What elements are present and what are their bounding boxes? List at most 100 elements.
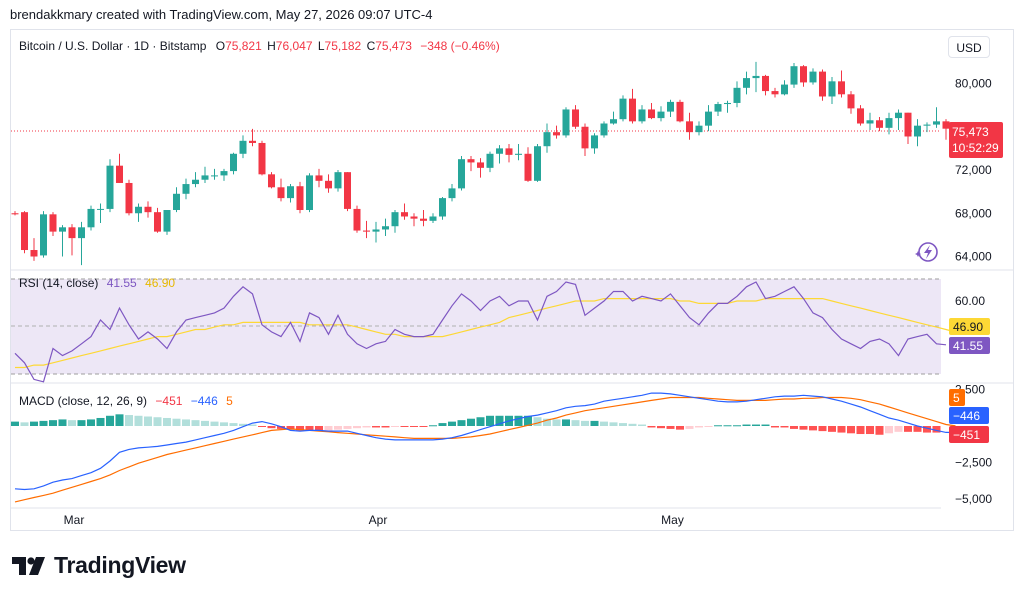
candle-body (239, 140, 247, 154)
candle-body (201, 175, 209, 180)
candle-body (97, 208, 104, 210)
candle-body (211, 175, 218, 177)
macd-histogram-bar (220, 422, 228, 426)
candle-body (819, 71, 826, 97)
candle-body (714, 104, 722, 112)
macd-legend-hist: −451 (155, 394, 183, 408)
macd-histogram-bar (543, 418, 551, 426)
macd-histogram-bar (790, 426, 798, 429)
candle-body (496, 148, 503, 154)
rsi-lines-group (14, 281, 956, 383)
candle-body (87, 208, 95, 228)
open-label: O (215, 39, 226, 53)
tradingview-logo[interactable]: TradingView (12, 552, 186, 579)
candle-body (410, 216, 418, 219)
candle-body (277, 187, 285, 199)
low-label: L (317, 39, 325, 53)
lightning-icon[interactable] (915, 242, 938, 262)
macd-histogram-bar (11, 421, 19, 426)
macd-histogram-bar (58, 419, 67, 426)
macd-histogram-bar (837, 426, 846, 433)
candle-body (562, 109, 570, 136)
macd-histogram-bar (495, 415, 504, 426)
macd-histogram-bar (894, 426, 903, 432)
macd-histogram-bar (182, 419, 190, 426)
candle-body (230, 153, 237, 172)
macd-histogram-bar (685, 426, 694, 429)
candle-body (581, 126, 589, 149)
macd-histogram-bar (106, 415, 114, 426)
close-value: 75,473 (375, 39, 412, 53)
candle-body (49, 214, 57, 232)
candle-body (572, 109, 579, 127)
macd-histogram-bar (201, 420, 209, 426)
candle-body (40, 214, 47, 256)
candle-body (553, 132, 560, 136)
candle-body (914, 125, 921, 137)
candle-body (334, 172, 342, 189)
last-price-badge (949, 122, 1003, 158)
macd-histogram-bar (239, 423, 247, 426)
candle-body (828, 81, 836, 97)
candle-body (268, 174, 275, 188)
candle-body (838, 81, 845, 95)
candle-body (733, 87, 741, 103)
rsi-axis-tick: 60.00 (955, 294, 985, 308)
rsi-ma-badge (949, 318, 990, 335)
macd-histogram-bar (486, 415, 494, 426)
candle-body (771, 91, 779, 95)
macd-histogram-bar (125, 415, 133, 426)
macd-histogram-bar (258, 426, 266, 427)
candle-body (800, 66, 807, 83)
macd-histogram-bar (334, 426, 342, 430)
macd-histogram-bar (248, 424, 257, 426)
macd-histogram-bar (30, 421, 38, 426)
rsi-legend: RSI (14, close) 41.55 46.90 (19, 276, 177, 290)
macd-histogram-bar (647, 426, 656, 428)
candle-body (534, 146, 541, 181)
time-axis-label: Mar (64, 513, 85, 527)
macd-histogram-bar (315, 426, 323, 432)
macd-histogram-bar (438, 423, 447, 426)
candle-body (420, 218, 427, 221)
macd-histogram-bar (676, 426, 684, 430)
macd-histogram-bar (723, 425, 732, 427)
macd-histogram-bar (704, 426, 713, 427)
macd-histogram-bar (562, 419, 570, 426)
macd-histogram-bar (96, 417, 105, 426)
macd-histogram-bar (875, 426, 884, 435)
price-axis-tick: 72,000 (955, 163, 992, 177)
price-legend: Bitcoin / U.S. Dollar · 1D · Bitstamp O7… (19, 39, 502, 53)
candle-body (515, 153, 522, 155)
macd-histogram-bar (742, 424, 751, 426)
candle-body (296, 186, 304, 211)
candle-body (629, 98, 636, 122)
price-axis-tick: 64,000 (955, 250, 992, 264)
macd-histogram-bar (419, 426, 428, 427)
candle-body (163, 210, 171, 232)
candle-body (30, 250, 38, 257)
currency-button[interactable]: USD (948, 36, 990, 58)
macd-histogram-bar (885, 426, 893, 434)
candle-body (363, 230, 370, 232)
candle-body (648, 109, 655, 119)
macd-group (11, 392, 956, 503)
candle-body (762, 75, 769, 92)
brand-name: TradingView (54, 552, 186, 578)
candle-body (182, 184, 190, 194)
macd-histogram-bar (210, 421, 219, 426)
macd-signal-badge (949, 389, 965, 406)
candle-body (667, 101, 674, 112)
rsi-line (14, 281, 947, 383)
high-value: 76,047 (275, 39, 313, 53)
macd-histogram-bar (590, 420, 599, 426)
macd-histogram-bar (400, 426, 409, 427)
chart-frame (10, 29, 1014, 531)
macd-histogram-bar (600, 421, 608, 426)
macd-legend: MACD (close, 12, 26, 9) −451 −446 5 (19, 394, 235, 408)
candle-body (591, 135, 598, 149)
macd-histogram-bar (324, 426, 333, 431)
candle-body (401, 212, 408, 217)
macd-line (14, 392, 956, 491)
